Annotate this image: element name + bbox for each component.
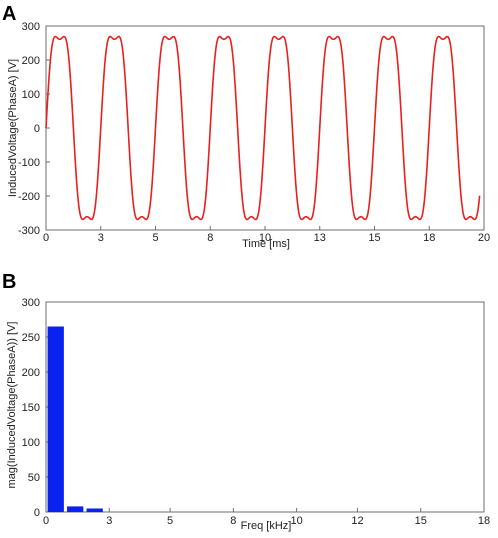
panel-b: B 300 250 200 150 100 50 0 0 3 5 8 10 12 15 18 Freq [… xyxy=(2,271,490,532)
x-tick-label-a: 3 xyxy=(98,232,104,244)
y-tick-label-b: 250 xyxy=(22,332,40,344)
y-tick-label-a: 300 xyxy=(22,21,40,33)
x-tick-label-a: 18 xyxy=(423,232,435,244)
y-tick-label-a: -300 xyxy=(18,225,40,237)
series-a xyxy=(45,35,481,221)
panel-b-label: B xyxy=(2,271,16,293)
x-tick-label-b: 3 xyxy=(106,515,112,527)
x-tick-label-a: 8 xyxy=(207,232,213,244)
freq-bar xyxy=(47,326,64,512)
freq-bar xyxy=(86,508,103,512)
freq-bar xyxy=(67,506,84,512)
y-tick-label-a: 200 xyxy=(22,55,40,67)
bars-b xyxy=(47,326,103,512)
y-tick-label-b: 200 xyxy=(22,367,40,379)
y-ticks-b: 300 250 200 150 100 50 0 xyxy=(22,297,50,519)
x-tick-label-b: 5 xyxy=(167,515,173,527)
x-tick-label-b: 15 xyxy=(415,515,427,527)
x-ticks-a: 0 3 5 8 10 13 15 18 20 xyxy=(43,226,490,244)
y-tick-label-b: 0 xyxy=(34,507,40,519)
y-tick-label-a: 0 xyxy=(34,123,40,135)
y-tick-label-b: 150 xyxy=(22,402,40,414)
plot-area-b xyxy=(45,301,485,513)
x-tick-label-b: 12 xyxy=(351,515,363,527)
x-tick-label-a: 5 xyxy=(152,232,158,244)
x-tick-label-b: 8 xyxy=(230,515,236,527)
x-tick-label-a: 13 xyxy=(314,232,326,244)
x-tick-label-a: 15 xyxy=(368,232,380,244)
x-tick-label-a: 0 xyxy=(43,232,49,244)
x-axis-title-a: Time [ms] xyxy=(242,238,290,250)
y-tick-label-b: 300 xyxy=(22,297,40,309)
y-ticks-a: 300 200 100 0 -100 -200 -300 xyxy=(18,21,50,237)
voltage-series-line xyxy=(45,35,481,221)
y-axis-title-b: mag(InducedVoltage(PhaseA)) [V] xyxy=(6,322,18,489)
panel-a-label: A xyxy=(2,3,16,25)
x-tick-label-b: 10 xyxy=(291,515,303,527)
x-ticks-b: 0 3 5 8 10 12 15 18 xyxy=(43,508,490,527)
y-tick-label-a: -100 xyxy=(18,157,40,169)
y-tick-label-b: 50 xyxy=(28,472,40,484)
x-tick-label-a: 20 xyxy=(478,232,490,244)
y-tick-label-b: 100 xyxy=(22,437,40,449)
x-tick-label-b: 18 xyxy=(478,515,490,527)
x-tick-label-a: 10 xyxy=(259,232,271,244)
x-axis-title-b: Freq [kHz] xyxy=(241,520,292,532)
y-axis-title-a: InducedVoltage(PhaseA) [V] xyxy=(7,59,19,197)
x-tick-label-b: 0 xyxy=(43,515,49,527)
y-tick-label-a: 100 xyxy=(22,89,40,101)
y-tick-label-a: -200 xyxy=(18,191,40,203)
